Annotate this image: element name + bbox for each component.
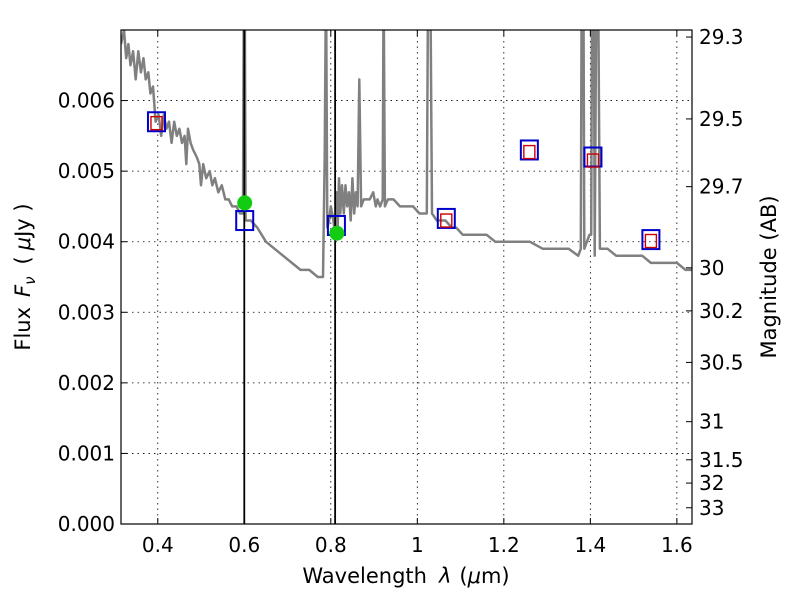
axis-ticks: 0.4 0.6 0.8 1 1.2 1.4 1.6 0.000 0.001 0.002 0.003 0… <box>58 25 744 557</box>
x-tick-label: 1.4 <box>574 533 606 557</box>
y2-tick-label: 30 <box>699 256 724 280</box>
x-tick-label: 0.4 <box>142 533 174 557</box>
x-tick-label: 0.8 <box>315 533 347 557</box>
x-tick-label: 1.2 <box>488 533 520 557</box>
grid-lines <box>121 30 692 525</box>
x-tick-label: 1.6 <box>661 533 693 557</box>
y-tick-label: 0.001 <box>58 441 115 465</box>
y2-tick-label: 29.3 <box>699 25 744 49</box>
y2-tick-label: 29.5 <box>699 107 744 131</box>
observed-flux-square <box>146 111 166 133</box>
y2-tick-label: 32 <box>699 471 724 495</box>
x-axis-title: Wavelength λ (μm) <box>302 564 509 588</box>
y2-tick-label: 31 <box>699 410 724 434</box>
y2-tick-label: 30.5 <box>699 350 744 374</box>
model-flux-square <box>150 115 163 131</box>
y-axis-title: FluxFν(μJy ) <box>11 203 39 350</box>
y-tick-label: 0.004 <box>58 230 115 254</box>
plot-frame <box>120 29 693 525</box>
y-tick-label: 0.003 <box>58 300 115 324</box>
y-tick-label: 0.002 <box>58 371 115 395</box>
observed-flux-square <box>235 210 255 232</box>
model-flux-square <box>644 233 658 249</box>
x-tick-label: 1 <box>411 533 424 557</box>
model-flux-square <box>586 153 600 168</box>
y2-tick-label: 33 <box>699 496 724 520</box>
model-flux-square <box>523 144 536 160</box>
model-flux-square <box>440 213 453 228</box>
observed-flux-square <box>641 229 661 251</box>
y2-tick-label: 29.7 <box>699 175 744 199</box>
spectrum-line <box>121 30 692 279</box>
y-tick-label: 0.005 <box>58 159 115 183</box>
y2-tick-label: 31.5 <box>699 448 744 472</box>
x-tick-label: 0.6 <box>228 533 260 557</box>
line-flux-point <box>329 225 345 241</box>
line-flux-point <box>237 195 253 211</box>
y-tick-label: 0.006 <box>58 89 115 113</box>
y-tick-label: 0.000 <box>58 512 115 536</box>
observed-flux-square <box>519 139 539 161</box>
y2-axis-title: Magnitude (AB) <box>757 195 781 358</box>
marker-layer <box>146 111 661 251</box>
series-layer <box>121 30 692 524</box>
observed-flux-square <box>436 207 456 229</box>
y2-tick-label: 30.2 <box>699 299 744 323</box>
